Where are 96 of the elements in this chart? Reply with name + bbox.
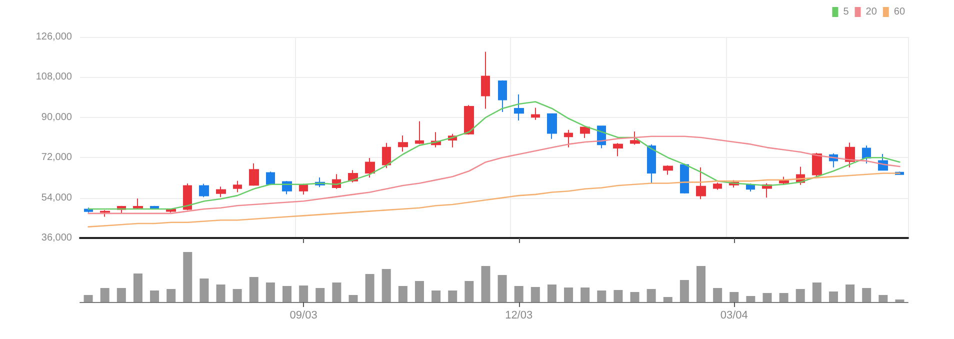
bar <box>878 295 888 302</box>
bar <box>862 288 872 302</box>
bar <box>116 288 126 302</box>
bar <box>316 288 325 302</box>
bar <box>332 282 342 302</box>
bar <box>828 292 838 302</box>
candlestick <box>580 126 590 138</box>
bar <box>150 290 160 302</box>
candlestick <box>266 171 275 185</box>
bar <box>514 286 524 302</box>
bar <box>464 281 474 302</box>
candlestick <box>233 180 242 193</box>
line-series <box>88 172 900 228</box>
line-series <box>88 101 900 210</box>
candlestick <box>564 129 573 148</box>
bar <box>432 290 441 302</box>
bar <box>382 269 391 302</box>
candlestick <box>299 183 308 195</box>
bar <box>730 292 739 302</box>
bar <box>133 274 142 302</box>
candlestick <box>713 182 722 190</box>
legend-label: 20 <box>866 6 878 18</box>
candlestick <box>398 134 408 152</box>
candlestick <box>199 183 209 198</box>
bar <box>183 252 192 302</box>
bar <box>249 277 258 302</box>
bar <box>846 284 855 302</box>
candlestick <box>133 198 143 210</box>
bar <box>216 284 226 302</box>
candlestick <box>547 113 557 140</box>
bar <box>580 288 590 302</box>
line-series <box>88 136 900 214</box>
y-tick-label: 126,000 <box>36 32 72 42</box>
candlestick <box>862 145 871 164</box>
bar <box>100 288 110 302</box>
candlestick <box>100 210 110 218</box>
candlestick <box>365 158 375 178</box>
bar <box>646 289 656 302</box>
y-tick-label: 36,000 <box>41 232 72 244</box>
candlestick <box>613 142 623 157</box>
bar <box>166 289 176 302</box>
y-tick-label: 108,000 <box>36 72 72 83</box>
bar <box>282 286 292 302</box>
bar <box>746 296 756 302</box>
candlestick <box>282 180 292 195</box>
candlestick <box>696 166 706 200</box>
bar <box>365 274 374 302</box>
bar <box>630 292 640 302</box>
candlestick <box>216 186 226 198</box>
x-tick-label: 03/04 <box>720 310 748 322</box>
bar <box>663 297 672 302</box>
bar <box>481 266 490 302</box>
candlestick <box>647 144 656 184</box>
bar <box>779 293 788 302</box>
candlestick <box>680 163 689 194</box>
x-tick-label: 12/03 <box>505 310 533 322</box>
candlestick <box>183 183 192 211</box>
bar <box>398 286 408 302</box>
candlestick <box>845 142 855 168</box>
bar <box>614 290 623 302</box>
bar <box>498 275 507 302</box>
bar <box>597 290 606 302</box>
x-tick-label: 09/03 <box>290 310 318 322</box>
candlestick <box>514 94 524 122</box>
y-tick-label: 54,000 <box>41 192 72 204</box>
bar <box>232 289 242 302</box>
bar <box>564 288 574 302</box>
bar <box>796 289 805 302</box>
bar <box>299 286 308 302</box>
candlestick <box>249 162 259 186</box>
bar <box>762 293 772 302</box>
legend-label: 5 <box>843 6 850 18</box>
candlestick <box>415 120 424 144</box>
bar <box>696 266 706 302</box>
bar <box>200 278 209 302</box>
bar <box>713 288 722 302</box>
legend-label: 60 <box>894 6 906 18</box>
bar <box>84 295 93 302</box>
bar <box>530 287 540 302</box>
y-tick-label: 72,000 <box>41 152 72 164</box>
bar <box>266 282 275 302</box>
bar <box>448 290 458 302</box>
bar <box>680 280 689 302</box>
bar <box>547 284 556 302</box>
y-tick-label: 90,000 <box>41 112 72 123</box>
candlestick <box>812 152 822 178</box>
candlestick <box>498 80 507 113</box>
bar <box>812 282 822 302</box>
candlestick <box>481 51 490 110</box>
candlestick <box>464 104 474 136</box>
candlestick <box>531 107 540 120</box>
candlestick <box>150 205 159 210</box>
bar <box>348 295 358 302</box>
bar <box>414 281 424 302</box>
candlestick <box>382 142 391 169</box>
candlestick <box>663 164 673 176</box>
